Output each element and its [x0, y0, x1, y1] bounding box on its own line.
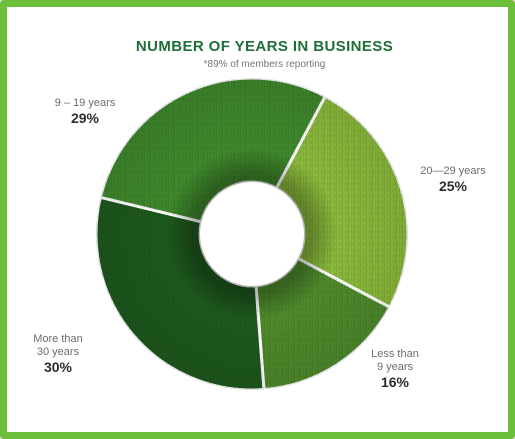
slice-percent-text: 30%	[43, 359, 73, 375]
slice-category-text: 9 – 19 years	[54, 97, 116, 109]
slice-percent-text: 29%	[70, 110, 100, 126]
slice-label-4: 9 – 19 years 29%	[30, 97, 140, 126]
chart-subtitle: *89% of members reporting	[203, 59, 326, 70]
donut-hole	[200, 182, 304, 286]
slice-category-text: More than	[33, 333, 83, 345]
slice-category-text: 9 years	[376, 361, 414, 373]
slice-percent-text: 16%	[380, 374, 410, 390]
slice-label-2: Less than 9 years 16%	[355, 348, 435, 390]
slice-category-text: 20—29 years	[420, 165, 486, 177]
slice-percent-text: 25%	[438, 178, 468, 194]
slice-category-text: 30 years	[36, 346, 80, 358]
slice-category-text: Less than	[371, 348, 419, 360]
chart-title: NUMBER OF YEARS IN BUSINESS	[135, 38, 394, 55]
slice-label-1: 20—29 years 25%	[398, 165, 508, 194]
slice-label-3: More than 30 years 30%	[18, 333, 98, 375]
